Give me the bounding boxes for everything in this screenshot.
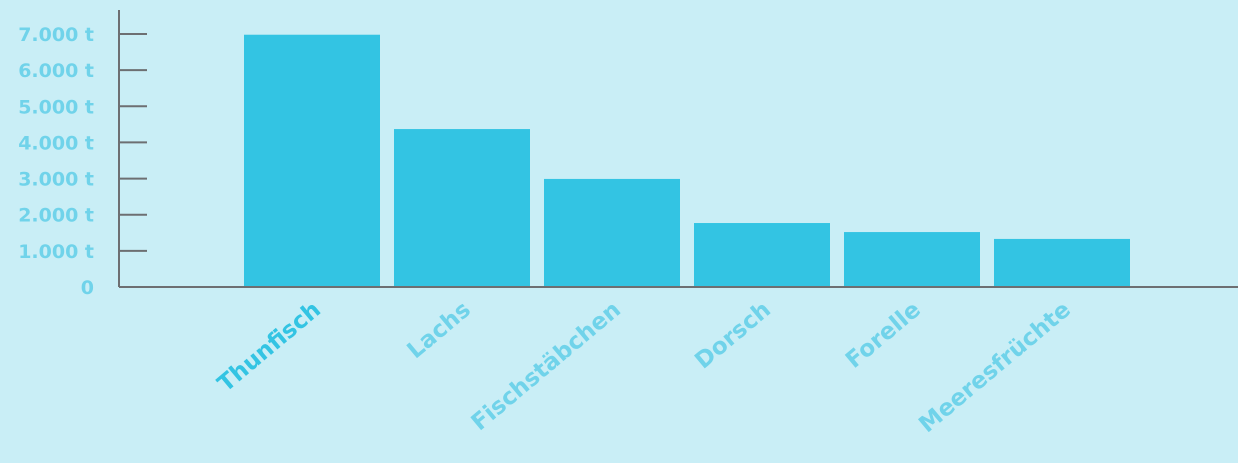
bars-layer — [244, 34, 1130, 288]
y-axis-ticks: 0 1.000 t 2.000 t 3.000 t 4.000 t 5.000 t 6.00… — [18, 24, 147, 299]
x-tick-label-thunfisch: Thunfisch — [213, 297, 326, 398]
y-tick-label: 4.000 t — [18, 132, 94, 154]
x-tick-label-lachs: Lachs — [403, 297, 476, 364]
y-tick-label: 7.000 t — [18, 24, 94, 46]
y-tick-label: 5.000 t — [18, 96, 94, 118]
bar-fischstäbchen — [544, 178, 680, 287]
y-tick-label: 3.000 t — [18, 169, 94, 191]
x-tick-label-forelle: Forelle — [841, 297, 926, 374]
x-tick-label-dorsch: Dorsch — [690, 297, 776, 375]
x-tick-label-meeresfrüchte: Meeresfrüchte — [914, 297, 1076, 438]
bar-lachs — [394, 129, 530, 287]
y-tick-label: 6.000 t — [18, 60, 94, 82]
bar-forelle — [844, 232, 980, 287]
x-tick-label-fischstäbchen: Fischstäbchen — [467, 297, 626, 436]
bar-dorsch — [694, 223, 830, 287]
axes-layer — [118, 10, 1238, 288]
bar-thunfisch — [244, 34, 380, 288]
y-tick-label: 0 — [81, 277, 94, 299]
y-tick-label: 1.000 t — [18, 241, 94, 263]
bar-meeresfrüchte — [994, 238, 1130, 287]
y-tick-label: 2.000 t — [18, 205, 94, 227]
